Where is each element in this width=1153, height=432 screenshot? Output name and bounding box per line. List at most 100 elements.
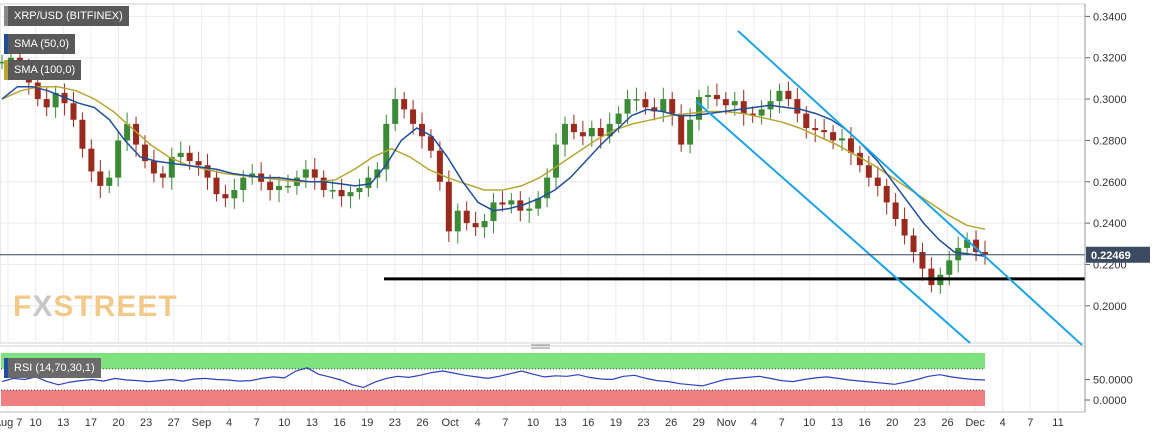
candle-body [919,252,926,269]
x-tick-label: 16 [582,417,594,429]
candle-body [910,235,917,253]
candle-body [79,119,86,149]
price-pane-frame [0,3,1086,344]
candle-body [445,181,452,232]
time-axis: Aug 7 10 13 17 20 23 27 Sep 4 7 10 13 16 19 23 26 Oct 4 7 1… [0,417,1064,429]
x-tick-label: 13 [555,417,567,429]
rsi-line [1,367,986,389]
x-tick-label: 19 [361,417,373,429]
candle-body [186,152,193,162]
x-tick-label: 10 [803,417,815,429]
candle-body [713,94,720,100]
current-price-badge [1086,246,1150,263]
candle-body [284,185,291,188]
candle-body [964,239,971,248]
x-tick-label: 13 [831,417,843,429]
x-tick-label: 20 [886,417,898,429]
channel-lower-line [695,100,971,344]
x-tick-label: 26 [665,417,677,429]
x-tick-label: Oct [442,417,459,429]
sma50-label[interactable]: SMA (50,0) [4,34,76,54]
candle-body [0,61,5,64]
candle-body [982,252,988,255]
candle-body [7,57,14,62]
candle-body [973,239,980,253]
candle-body [401,99,408,110]
pair-label-text: XRP/USD (BITFINEX) [14,10,123,22]
rsi-label-text: RSI (14,70,30,1) [14,362,95,374]
candle-body [785,90,792,100]
candle-body [374,169,381,178]
current-price-label: 0.22469 [1091,250,1131,262]
sma50-line [1,85,986,257]
x-tick-label: 29 [693,417,705,429]
x-tick-label: 19 [610,417,622,429]
rsi-tick-label: 0.0000 [1093,395,1127,407]
sma100-swatch [4,60,8,80]
candle-body [222,194,229,199]
candle-body [553,144,560,178]
candle-body [70,103,77,120]
candle-body [847,138,854,153]
fxstreet-watermark: FXSTREET [13,290,178,323]
candle-body [195,161,202,166]
candle-body [606,123,613,137]
rsi-label[interactable]: RSI (14,70,30,1) [4,358,101,378]
candle-body [624,99,631,114]
candle-body [535,198,542,209]
rsi-overbought-zone [1,353,985,369]
price-pane [0,30,1085,346]
candle-body [660,99,667,112]
sma100-label[interactable]: SMA (100,0) [4,60,82,80]
candle-body [213,177,220,195]
x-tick-label: 23 [140,417,152,429]
candle-body [320,177,327,191]
candle-body [150,161,157,174]
candle-body [830,132,837,141]
x-tick-label: 23 [389,417,401,429]
x-tick-label: Nov [717,417,737,429]
candle-body [276,185,283,191]
sma100-label-text: SMA (100,0) [14,64,76,76]
candle-body [43,99,50,108]
candle-body [141,144,148,162]
candle-body [177,152,184,157]
x-tick-label: 7 [1027,417,1033,429]
candle-body [302,169,309,178]
x-tick-label: 17 [85,417,97,429]
candle-body [544,177,551,199]
x-tick-label: 26 [941,417,953,429]
x-tick-label: Sep [192,417,212,429]
candle-body [740,101,747,114]
x-tick-label: Dec [965,417,985,429]
candle-body [526,208,533,211]
pair-label: XRP/USD (BITFINEX) [4,6,129,26]
candle-body [865,165,872,178]
x-tick-label: 23 [637,417,649,429]
x-tick-label: 16 [858,417,870,429]
candle-body [597,128,604,137]
candle-body [839,138,846,141]
candle-body [678,113,685,145]
rsi-tick-label: 50.0000 [1093,375,1133,387]
candle-body [901,218,908,236]
candle-body [508,200,515,205]
x-tick-label: 13 [306,417,318,429]
candle-body [696,97,703,120]
candle-body [356,187,363,193]
candle-body [106,177,113,186]
candle-body [955,247,962,261]
y-tick-label: 0.2000 [1093,301,1127,313]
candle-body [776,90,783,102]
x-tick-label: 4 [226,417,232,429]
candle-body [561,123,568,145]
candle-body [34,82,41,100]
candle-body [52,92,59,108]
x-tick-label: 7 [254,417,260,429]
x-tick-label: 27 [168,417,180,429]
x-tick-label: 10 [527,417,539,429]
x-tick-label: 11 [1052,417,1063,429]
candle-body [347,192,354,197]
x-tick-label: 4 [475,417,481,429]
x-tick-label: 4 [751,417,757,429]
